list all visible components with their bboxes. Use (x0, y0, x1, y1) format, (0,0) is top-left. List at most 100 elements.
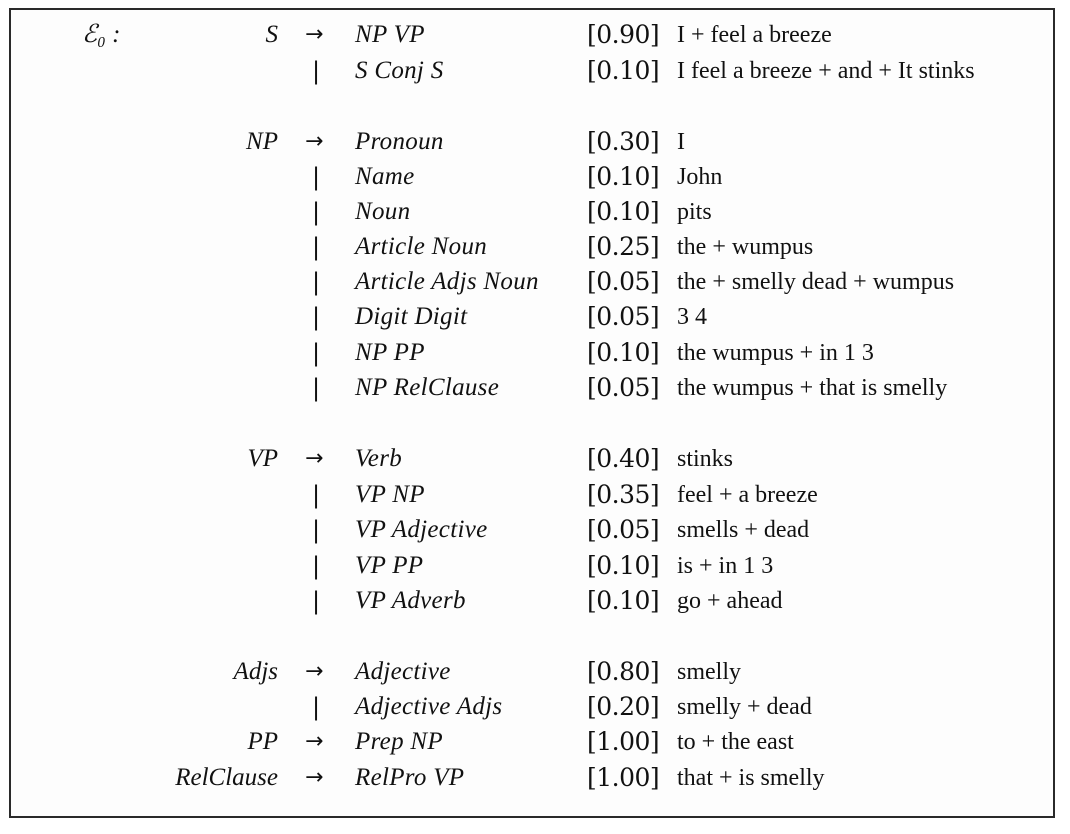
rule-probability: [0.10] (587, 56, 660, 85)
grammar-label: ℰ₀ : (82, 21, 121, 48)
rule-probability: [0.40] (587, 444, 660, 473)
rule-rhs: Adjective Adjs (355, 693, 503, 720)
grammar-rule-row: | Adjective Adjs [0.20] smelly + dead (0, 689, 1070, 725)
rule-rhs: VP Adjective (355, 516, 488, 543)
rewrite-arrow-symbol: → (305, 22, 324, 47)
rule-example: the + smelly dead + wumpus (677, 269, 955, 295)
rule-probability: [0.20] (587, 692, 660, 721)
rule-rhs: Name (355, 163, 415, 190)
grammar-rule-row: | VP Adjective [0.05] smells + dead (0, 512, 1070, 548)
grammar-rule-row: S → NP VP [0.90] I + feel a breeze (0, 17, 1070, 53)
alternative-bar-symbol: | (312, 552, 321, 580)
rule-probability: [0.10] (587, 586, 660, 615)
rule-lhs: RelClause (175, 764, 278, 791)
rule-example: the wumpus + in 1 3 (677, 340, 874, 366)
alternative-bar-symbol: | (312, 587, 321, 615)
rule-probability: [0.10] (587, 162, 660, 191)
alternative-bar-symbol: | (312, 198, 321, 226)
rule-example: John (677, 164, 723, 190)
grammar-rule-row: | Noun [0.10] pits (0, 194, 1070, 230)
rule-rhs: RelPro VP (355, 764, 465, 791)
grammar-label-row: ℰ₀ : (0, 17, 1070, 53)
rule-probability: [0.35] (587, 480, 660, 509)
grammar-rule-row: | Name [0.10] John (0, 159, 1070, 195)
grammar-rule-row: | NP RelClause [0.05] the wumpus + that is … (0, 370, 1070, 406)
rule-rhs: Digit Digit (355, 303, 468, 330)
rule-rhs: VP Adverb (355, 587, 466, 614)
grammar-rule-row: | VP PP [0.10] is + in 1 3 (0, 548, 1070, 584)
alternative-bar-symbol: | (312, 339, 321, 367)
alternative-bar-symbol: | (312, 303, 321, 331)
rule-lhs: S (265, 21, 279, 48)
rule-rhs: Adjective (355, 658, 451, 685)
rule-probability: [1.00] (587, 763, 660, 792)
grammar-rule-row: NP → Pronoun [0.30] I (0, 124, 1070, 160)
rule-example: smelly + dead (677, 694, 812, 720)
rule-example: 3 4 (677, 304, 707, 330)
grammar-rule-row: VP → Verb [0.40] stinks (0, 441, 1070, 477)
rule-rhs: Article Noun (355, 233, 488, 260)
grammar-rule-row: Adjs → Adjective [0.80] smelly (0, 654, 1070, 690)
alternative-bar-symbol: | (312, 233, 321, 261)
grammar-rule-row: | VP NP [0.35] feel + a breeze (0, 477, 1070, 513)
rule-example: pits (677, 199, 712, 225)
rule-lhs: Adjs (233, 658, 278, 685)
rule-rhs: S Conj S (355, 57, 444, 84)
rule-probability: [0.05] (587, 515, 660, 544)
rule-probability: [0.10] (587, 197, 660, 226)
rule-lhs: VP (247, 445, 278, 472)
rule-example: to + the east (677, 729, 794, 755)
rule-example: the wumpus + that is smelly (677, 375, 948, 401)
rule-example: smelly (677, 659, 741, 685)
rule-example: is + in 1 3 (677, 553, 774, 579)
rule-rhs: VP NP (355, 481, 425, 508)
rule-probability: [0.25] (587, 232, 660, 261)
rule-rhs: NP PP (355, 339, 425, 366)
rule-example: I feel a breeze + and + It stinks (677, 58, 975, 84)
alternative-bar-symbol: | (312, 268, 321, 296)
rewrite-arrow-symbol: → (305, 765, 324, 790)
rule-rhs: NP RelClause (355, 374, 500, 401)
rule-probability: [0.05] (587, 267, 660, 296)
rule-rhs: Pronoun (355, 128, 444, 155)
rule-example: I + feel a breeze (677, 22, 832, 48)
grammar-rule-row: | S Conj S [0.10] I feel a breeze + and + I… (0, 53, 1070, 89)
rule-example: that + is smelly (677, 765, 825, 791)
rule-example: feel + a breeze (677, 482, 818, 508)
rule-example: I (677, 129, 685, 155)
rewrite-arrow-symbol: → (305, 446, 324, 471)
rule-rhs: VP PP (355, 552, 424, 579)
rule-probability: [0.90] (587, 20, 660, 49)
rule-rhs: Prep NP (355, 728, 443, 755)
rewrite-arrow-symbol: → (305, 729, 324, 754)
alternative-bar-symbol: | (312, 57, 321, 85)
rewrite-arrow-symbol: → (305, 129, 324, 154)
rule-rhs: NP VP (355, 21, 425, 48)
grammar-rule-row: | VP Adverb [0.10] go + ahead (0, 583, 1070, 619)
grammar-rule-row: | Article Adjs Noun [0.05] the + smelly dea… (0, 264, 1070, 300)
rule-lhs: PP (247, 728, 278, 755)
grammar-figure-frame (9, 8, 1055, 818)
rule-probability: [1.00] (587, 727, 660, 756)
rule-example: stinks (677, 446, 734, 472)
grammar-rule-row: | Digit Digit [0.05] 3 4 (0, 299, 1070, 335)
rule-lhs: NP (246, 128, 278, 155)
rule-rhs: Verb (355, 445, 403, 472)
grammar-rule-row: PP → Prep NP [1.00] to + the east (0, 724, 1070, 760)
alternative-bar-symbol: | (312, 693, 321, 721)
rule-probability: [0.30] (587, 127, 660, 156)
rule-example: smells + dead (677, 517, 810, 543)
rule-example: go + ahead (677, 588, 783, 614)
alternative-bar-symbol: | (312, 163, 321, 191)
rule-probability: [0.10] (587, 551, 660, 580)
grammar-rule-row: | NP PP [0.10] the wumpus + in 1 3 (0, 335, 1070, 371)
grammar-rule-row: | Article Noun [0.25] the + wumpus (0, 229, 1070, 265)
rule-probability: [0.05] (587, 373, 660, 402)
alternative-bar-symbol: | (312, 374, 321, 402)
rule-rhs: Noun (355, 198, 411, 225)
rewrite-arrow-symbol: → (305, 659, 324, 684)
rule-probability: [0.10] (587, 338, 660, 367)
rule-rhs: Article Adjs Noun (355, 268, 539, 295)
rule-probability: [0.05] (587, 302, 660, 331)
rule-example: the + wumpus (677, 234, 814, 260)
